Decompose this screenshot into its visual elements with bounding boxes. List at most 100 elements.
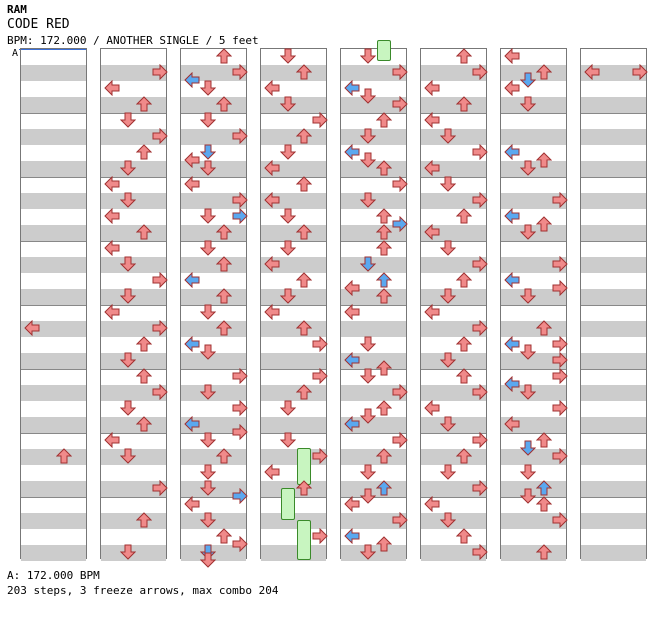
row-stripe	[581, 481, 646, 497]
row-stripe	[341, 97, 406, 113]
down-arrow-icon	[199, 344, 217, 360]
down-arrow-icon	[279, 96, 297, 112]
left-arrow-icon	[504, 415, 520, 433]
left-arrow-icon	[264, 303, 280, 321]
measure	[421, 241, 486, 305]
left-arrow-icon	[504, 335, 520, 353]
left-arrow-icon	[584, 63, 600, 81]
measure	[421, 433, 486, 497]
down-arrow-icon	[119, 352, 137, 368]
row-stripe	[581, 161, 646, 177]
up-arrow-icon	[55, 448, 73, 464]
right-arrow-icon	[232, 399, 248, 417]
row-stripe	[181, 353, 246, 369]
left-arrow-icon	[504, 271, 520, 289]
right-arrow-icon	[472, 319, 488, 337]
left-arrow-icon	[344, 143, 360, 161]
measure	[21, 305, 86, 369]
measure	[501, 177, 566, 241]
left-arrow-icon	[104, 175, 120, 193]
down-arrow-icon	[279, 208, 297, 224]
measure	[581, 497, 646, 561]
row-stripe	[501, 353, 566, 369]
right-arrow-icon	[392, 175, 408, 193]
measure	[21, 497, 86, 561]
left-arrow-icon	[104, 431, 120, 449]
right-arrow-icon	[312, 367, 328, 385]
left-arrow-icon	[504, 47, 520, 65]
row-stripe	[101, 513, 166, 529]
up-arrow-icon	[535, 216, 553, 232]
measure	[501, 433, 566, 497]
left-arrow-icon	[184, 415, 200, 433]
down-arrow-icon	[439, 464, 457, 480]
down-arrow-icon	[519, 464, 537, 480]
left-arrow-icon	[424, 303, 440, 321]
right-arrow-icon	[392, 63, 408, 81]
left-arrow-icon	[344, 303, 360, 321]
measure	[21, 241, 86, 305]
right-arrow-icon	[392, 215, 408, 233]
row-stripe	[21, 449, 86, 465]
measure	[261, 241, 326, 305]
down-arrow-icon	[199, 112, 217, 128]
left-arrow-icon	[264, 255, 280, 273]
row-stripe	[21, 65, 86, 81]
measure	[341, 241, 406, 305]
up-arrow-icon	[455, 208, 473, 224]
up-arrow-icon	[215, 448, 233, 464]
right-arrow-icon	[152, 383, 168, 401]
right-arrow-icon	[472, 383, 488, 401]
measure	[341, 177, 406, 241]
up-arrow-icon	[295, 176, 313, 192]
up-arrow-icon	[375, 288, 393, 304]
down-arrow-icon	[439, 128, 457, 144]
down-arrow-icon	[359, 488, 377, 504]
measure	[341, 113, 406, 177]
measure	[181, 305, 246, 369]
chart-column-1	[20, 48, 87, 561]
row-stripe	[21, 97, 86, 113]
row-stripe	[21, 257, 86, 273]
measure	[501, 241, 566, 305]
measure	[101, 369, 166, 433]
down-arrow-icon	[279, 144, 297, 160]
row-stripe	[421, 97, 486, 113]
right-arrow-icon	[312, 447, 328, 465]
measure	[581, 241, 646, 305]
down-arrow-icon	[359, 48, 377, 64]
row-stripe	[261, 545, 326, 561]
up-arrow-icon	[455, 368, 473, 384]
down-arrow-icon	[199, 512, 217, 528]
measure	[261, 433, 326, 497]
left-arrow-icon	[184, 151, 200, 169]
up-arrow-icon	[295, 224, 313, 240]
row-stripe	[341, 65, 406, 81]
up-arrow-icon	[215, 96, 233, 112]
down-arrow-icon	[199, 160, 217, 176]
down-arrow-icon	[199, 304, 217, 320]
row-stripe	[421, 321, 486, 337]
up-arrow-icon	[535, 496, 553, 512]
left-arrow-icon	[184, 71, 200, 89]
up-arrow-icon	[535, 152, 553, 168]
row-stripe	[581, 513, 646, 529]
right-arrow-icon	[392, 383, 408, 401]
row-stripe	[181, 193, 246, 209]
right-arrow-icon	[232, 207, 248, 225]
right-arrow-icon	[472, 191, 488, 209]
row-stripe	[101, 97, 166, 113]
up-arrow-icon	[135, 144, 153, 160]
row-stripe	[341, 385, 406, 401]
down-arrow-icon	[199, 432, 217, 448]
row-stripe	[261, 385, 326, 401]
row-stripe	[581, 545, 646, 561]
down-arrow-icon	[119, 544, 137, 560]
row-stripe	[501, 545, 566, 561]
measure	[501, 113, 566, 177]
down-arrow-icon	[279, 432, 297, 448]
left-arrow-icon	[424, 495, 440, 513]
down-arrow-icon	[119, 256, 137, 272]
measure	[581, 433, 646, 497]
down-arrow-icon	[359, 336, 377, 352]
